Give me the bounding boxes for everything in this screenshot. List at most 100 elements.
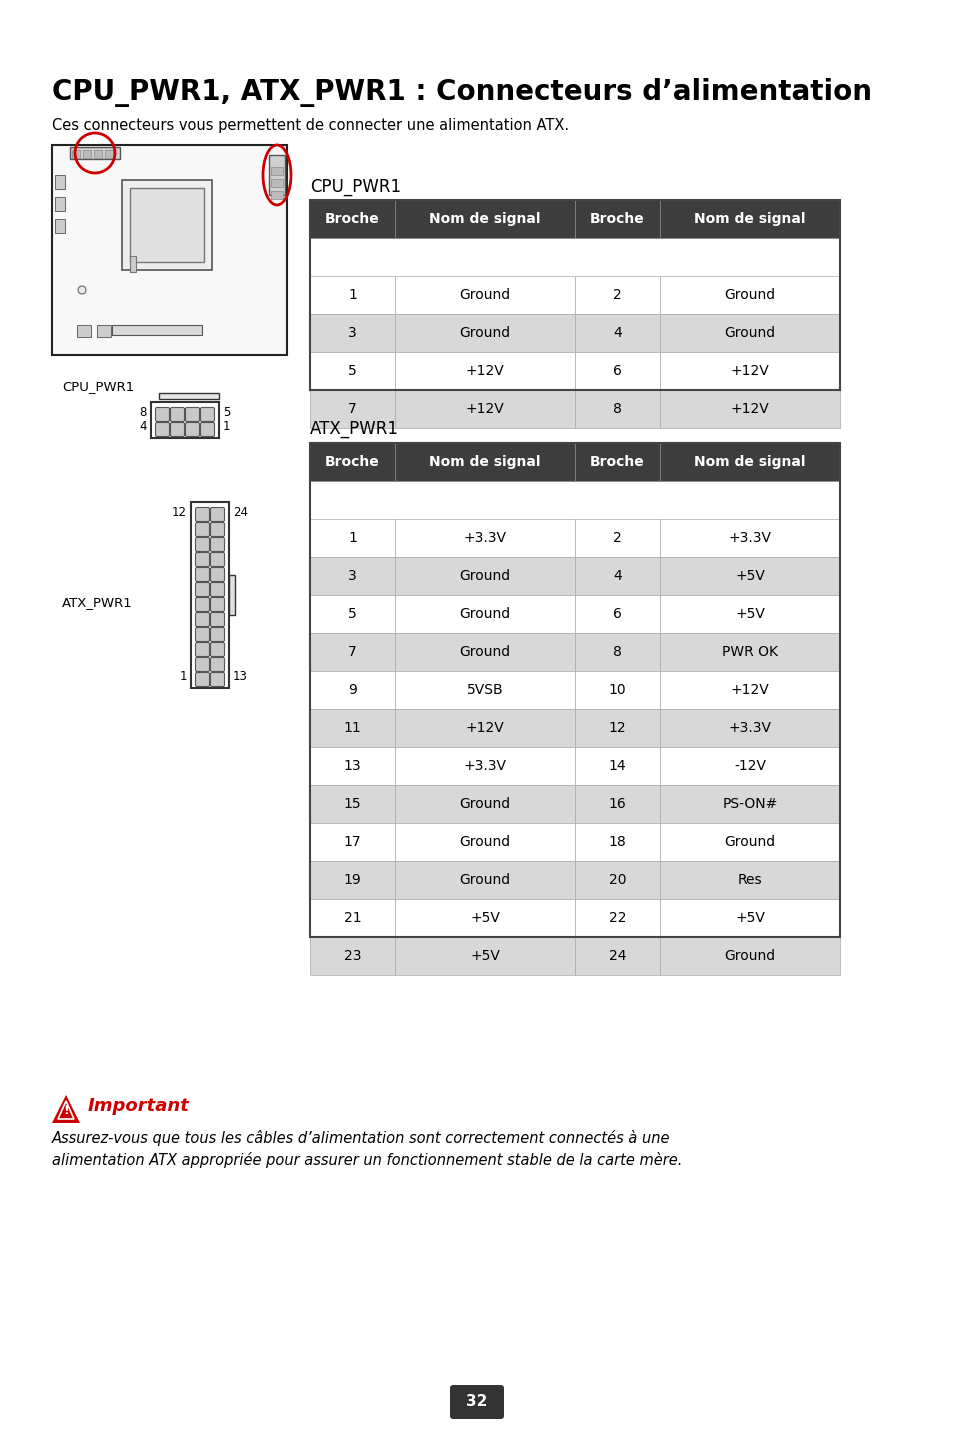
FancyBboxPatch shape xyxy=(575,633,659,672)
FancyBboxPatch shape xyxy=(310,557,395,596)
Text: +12V: +12V xyxy=(465,720,504,735)
FancyBboxPatch shape xyxy=(185,408,199,421)
FancyBboxPatch shape xyxy=(310,672,395,709)
FancyBboxPatch shape xyxy=(659,557,840,596)
FancyBboxPatch shape xyxy=(310,200,395,238)
FancyBboxPatch shape xyxy=(659,442,840,481)
FancyBboxPatch shape xyxy=(211,523,224,537)
FancyBboxPatch shape xyxy=(310,518,395,557)
FancyBboxPatch shape xyxy=(575,314,659,352)
FancyBboxPatch shape xyxy=(395,899,575,937)
FancyBboxPatch shape xyxy=(211,627,224,642)
FancyBboxPatch shape xyxy=(575,672,659,709)
FancyBboxPatch shape xyxy=(659,390,840,428)
FancyBboxPatch shape xyxy=(659,633,840,672)
Text: ATX_PWR1: ATX_PWR1 xyxy=(62,597,132,610)
Text: Ces connecteurs vous permettent de connecter une alimentation ATX.: Ces connecteurs vous permettent de conne… xyxy=(52,117,569,133)
FancyBboxPatch shape xyxy=(122,180,212,271)
FancyBboxPatch shape xyxy=(395,861,575,899)
Text: 4: 4 xyxy=(613,326,621,339)
Text: +12V: +12V xyxy=(730,364,768,378)
Text: +5V: +5V xyxy=(470,949,499,962)
Text: 13: 13 xyxy=(233,670,248,683)
FancyBboxPatch shape xyxy=(70,147,120,159)
FancyBboxPatch shape xyxy=(211,643,224,656)
Text: PS-ON#: PS-ON# xyxy=(721,798,777,811)
FancyBboxPatch shape xyxy=(575,276,659,314)
FancyBboxPatch shape xyxy=(211,657,224,672)
FancyBboxPatch shape xyxy=(185,422,199,437)
FancyBboxPatch shape xyxy=(575,518,659,557)
Text: 20: 20 xyxy=(608,874,625,886)
FancyBboxPatch shape xyxy=(659,314,840,352)
Text: Ground: Ground xyxy=(723,835,775,849)
Text: ATX_PWR1: ATX_PWR1 xyxy=(310,420,398,438)
FancyBboxPatch shape xyxy=(269,155,285,195)
FancyBboxPatch shape xyxy=(575,937,659,975)
FancyBboxPatch shape xyxy=(575,899,659,937)
FancyBboxPatch shape xyxy=(575,390,659,428)
Text: Ground: Ground xyxy=(723,326,775,339)
Text: +5V: +5V xyxy=(470,911,499,925)
FancyBboxPatch shape xyxy=(575,748,659,785)
Text: 5: 5 xyxy=(348,607,356,621)
Text: 3: 3 xyxy=(348,326,356,339)
FancyBboxPatch shape xyxy=(310,352,395,390)
FancyBboxPatch shape xyxy=(395,785,575,823)
Text: Nom de signal: Nom de signal xyxy=(694,212,805,226)
Text: 16: 16 xyxy=(608,798,626,811)
FancyBboxPatch shape xyxy=(211,553,224,567)
Text: +12V: +12V xyxy=(730,402,768,417)
Text: Ground: Ground xyxy=(459,874,510,886)
FancyBboxPatch shape xyxy=(575,200,659,238)
FancyBboxPatch shape xyxy=(395,557,575,596)
FancyBboxPatch shape xyxy=(395,596,575,633)
FancyBboxPatch shape xyxy=(575,861,659,899)
FancyBboxPatch shape xyxy=(310,785,395,823)
FancyBboxPatch shape xyxy=(211,613,224,627)
FancyBboxPatch shape xyxy=(659,352,840,390)
Text: 8: 8 xyxy=(613,644,621,659)
FancyBboxPatch shape xyxy=(395,442,575,481)
FancyBboxPatch shape xyxy=(659,785,840,823)
Text: 5: 5 xyxy=(223,405,230,418)
FancyBboxPatch shape xyxy=(310,899,395,937)
FancyBboxPatch shape xyxy=(71,150,80,158)
Text: +5V: +5V xyxy=(735,607,764,621)
FancyBboxPatch shape xyxy=(659,596,840,633)
Text: +3.3V: +3.3V xyxy=(463,531,506,546)
FancyBboxPatch shape xyxy=(395,276,575,314)
Text: +3.3V: +3.3V xyxy=(463,759,506,773)
FancyBboxPatch shape xyxy=(211,673,224,686)
FancyBboxPatch shape xyxy=(130,188,204,262)
Text: 1: 1 xyxy=(348,288,356,302)
FancyBboxPatch shape xyxy=(395,937,575,975)
Text: Important: Important xyxy=(88,1097,190,1116)
FancyBboxPatch shape xyxy=(310,442,395,481)
Text: Ground: Ground xyxy=(459,644,510,659)
Text: 1: 1 xyxy=(223,421,231,434)
FancyBboxPatch shape xyxy=(211,507,224,521)
FancyBboxPatch shape xyxy=(310,633,395,672)
Text: 2: 2 xyxy=(613,531,621,546)
FancyBboxPatch shape xyxy=(195,597,210,611)
Text: 8: 8 xyxy=(613,402,621,417)
FancyBboxPatch shape xyxy=(195,537,210,551)
FancyBboxPatch shape xyxy=(659,937,840,975)
FancyBboxPatch shape xyxy=(55,219,65,233)
Text: 7: 7 xyxy=(348,402,356,417)
Text: Broche: Broche xyxy=(590,455,644,470)
FancyBboxPatch shape xyxy=(55,175,65,189)
FancyBboxPatch shape xyxy=(83,150,91,158)
FancyBboxPatch shape xyxy=(52,145,287,355)
Text: Nom de signal: Nom de signal xyxy=(694,455,805,470)
Text: CPU_PWR1, ATX_PWR1 : Connecteurs d’alimentation: CPU_PWR1, ATX_PWR1 : Connecteurs d’alime… xyxy=(52,77,871,107)
Text: +3.3V: +3.3V xyxy=(728,720,771,735)
FancyBboxPatch shape xyxy=(310,596,395,633)
FancyBboxPatch shape xyxy=(395,748,575,785)
FancyBboxPatch shape xyxy=(575,785,659,823)
FancyBboxPatch shape xyxy=(659,748,840,785)
Text: 4: 4 xyxy=(139,421,147,434)
Text: 2: 2 xyxy=(613,288,621,302)
Text: 22: 22 xyxy=(608,911,625,925)
